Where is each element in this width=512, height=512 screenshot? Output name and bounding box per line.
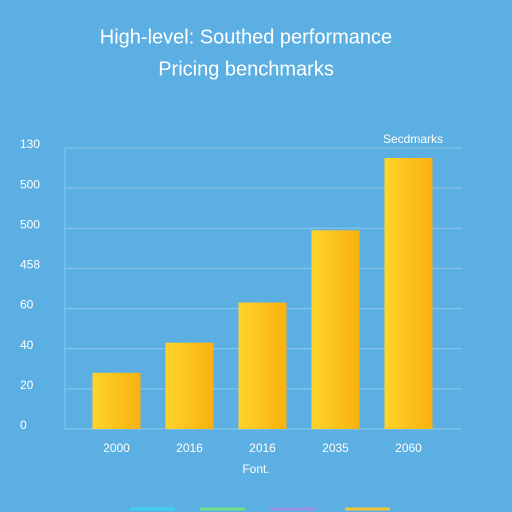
y-tick-label: 40 xyxy=(20,338,34,352)
x-tick-label: 2035 xyxy=(322,441,349,455)
y-tick-label: 130 xyxy=(20,137,40,151)
bar xyxy=(311,230,360,429)
x-axis-label: Font. xyxy=(242,462,269,476)
x-tick-label: 2016 xyxy=(176,441,203,455)
bar xyxy=(384,158,433,430)
y-tick-label: 500 xyxy=(20,217,40,231)
x-tick-label: 2060 xyxy=(395,441,422,455)
bar xyxy=(165,342,214,429)
legend-label: Secdmarks xyxy=(383,132,443,146)
x-tick-label: 2000 xyxy=(103,441,130,455)
bar xyxy=(92,372,141,429)
x-tick-label: 2016 xyxy=(249,441,276,455)
y-tick-label: 60 xyxy=(20,298,34,312)
y-tick-label: 20 xyxy=(20,378,34,392)
bar xyxy=(238,302,287,429)
y-tick-label: 0 xyxy=(20,418,27,432)
y-tick-label: 500 xyxy=(20,177,40,191)
chart-subtitle: Pricing benchmarks xyxy=(158,58,334,80)
chart-title: High-level: Southed performance xyxy=(100,26,392,48)
y-tick-label: 458 xyxy=(20,258,40,272)
